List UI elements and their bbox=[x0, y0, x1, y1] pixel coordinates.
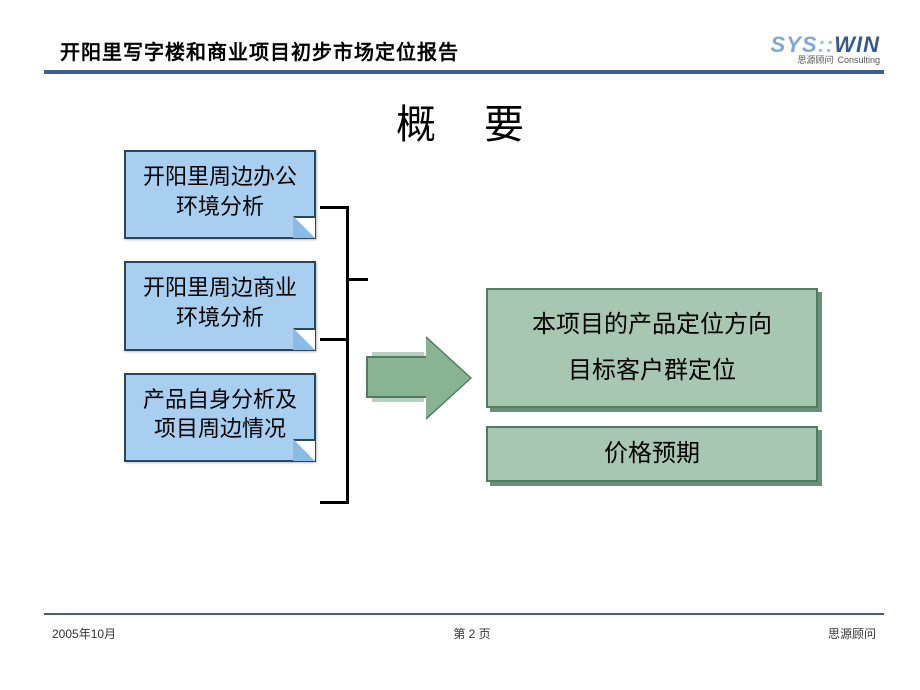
page-fold-icon bbox=[293, 216, 315, 238]
input-box-3-text: 产品自身分析及项目周边情况 bbox=[126, 375, 314, 460]
arrow-icon bbox=[366, 338, 476, 414]
connector-arm-1 bbox=[320, 206, 348, 209]
input-box-1: 开阳里周边办公环境分析 bbox=[124, 150, 316, 239]
connector-arm-2 bbox=[320, 338, 348, 341]
report-title: 开阳里写字楼和商业项目初步市场定位报告 bbox=[60, 36, 459, 65]
output-box-1-line2: 目标客户群定位 bbox=[568, 348, 736, 394]
arrow-head bbox=[426, 338, 470, 418]
input-box-2-text: 开阳里周边商业环境分析 bbox=[126, 263, 314, 348]
arrow-shaft bbox=[366, 356, 428, 398]
footer-date: 2005年10月 bbox=[52, 625, 116, 642]
logo-win: WIN bbox=[834, 32, 880, 57]
input-column: 开阳里周边办公环境分析 开阳里周边商业环境分析 产品自身分析及项目周边情况 bbox=[124, 150, 316, 484]
output-column: 本项目的产品定位方向 目标客户群定位 价格预期 bbox=[486, 288, 818, 482]
page-fold-icon bbox=[293, 328, 315, 350]
input-box-2: 开阳里周边商业环境分析 bbox=[124, 261, 316, 350]
footer-page: 第 2 页 bbox=[453, 625, 490, 642]
footer-row: 2005年10月 第 2 页 思源顾问 bbox=[44, 615, 884, 642]
logo-sep: :: bbox=[818, 32, 835, 57]
logo: SYS::WIN 思源顾问 Consulting bbox=[771, 34, 880, 65]
page-fold-icon bbox=[293, 439, 315, 461]
header-rule bbox=[44, 70, 884, 74]
logo-en: Consulting bbox=[837, 56, 880, 65]
connector-arm-3 bbox=[320, 501, 348, 504]
connector-out bbox=[348, 278, 368, 281]
diagram: 开阳里周边办公环境分析 开阳里周边商业环境分析 产品自身分析及项目周边情况 bbox=[0, 150, 920, 570]
logo-cn: 思源顾问 bbox=[797, 56, 833, 65]
output-box-1: 本项目的产品定位方向 目标客户群定位 bbox=[486, 288, 818, 408]
logo-subtitle: 思源顾问 Consulting bbox=[771, 56, 880, 65]
slide-page: 开阳里写字楼和商业项目初步市场定位报告 SYS::WIN 思源顾问 Consul… bbox=[0, 0, 920, 690]
output-box-2-text: 价格预期 bbox=[604, 431, 700, 477]
page-title: 概要 bbox=[0, 92, 920, 150]
footer: 2005年10月 第 2 页 思源顾问 bbox=[44, 613, 884, 642]
logo-sys: SYS bbox=[771, 32, 818, 57]
output-box-1-line1: 本项目的产品定位方向 bbox=[532, 302, 772, 348]
connector-vertical bbox=[346, 206, 349, 504]
connector-bracket bbox=[320, 206, 364, 504]
input-box-3: 产品自身分析及项目周边情况 bbox=[124, 373, 316, 462]
footer-company: 思源顾问 bbox=[828, 625, 876, 642]
output-box-2: 价格预期 bbox=[486, 426, 818, 482]
input-box-1-text: 开阳里周边办公环境分析 bbox=[126, 152, 314, 237]
header: 开阳里写字楼和商业项目初步市场定位报告 SYS::WIN 思源顾问 Consul… bbox=[0, 0, 920, 65]
logo-main: SYS::WIN bbox=[771, 34, 880, 56]
